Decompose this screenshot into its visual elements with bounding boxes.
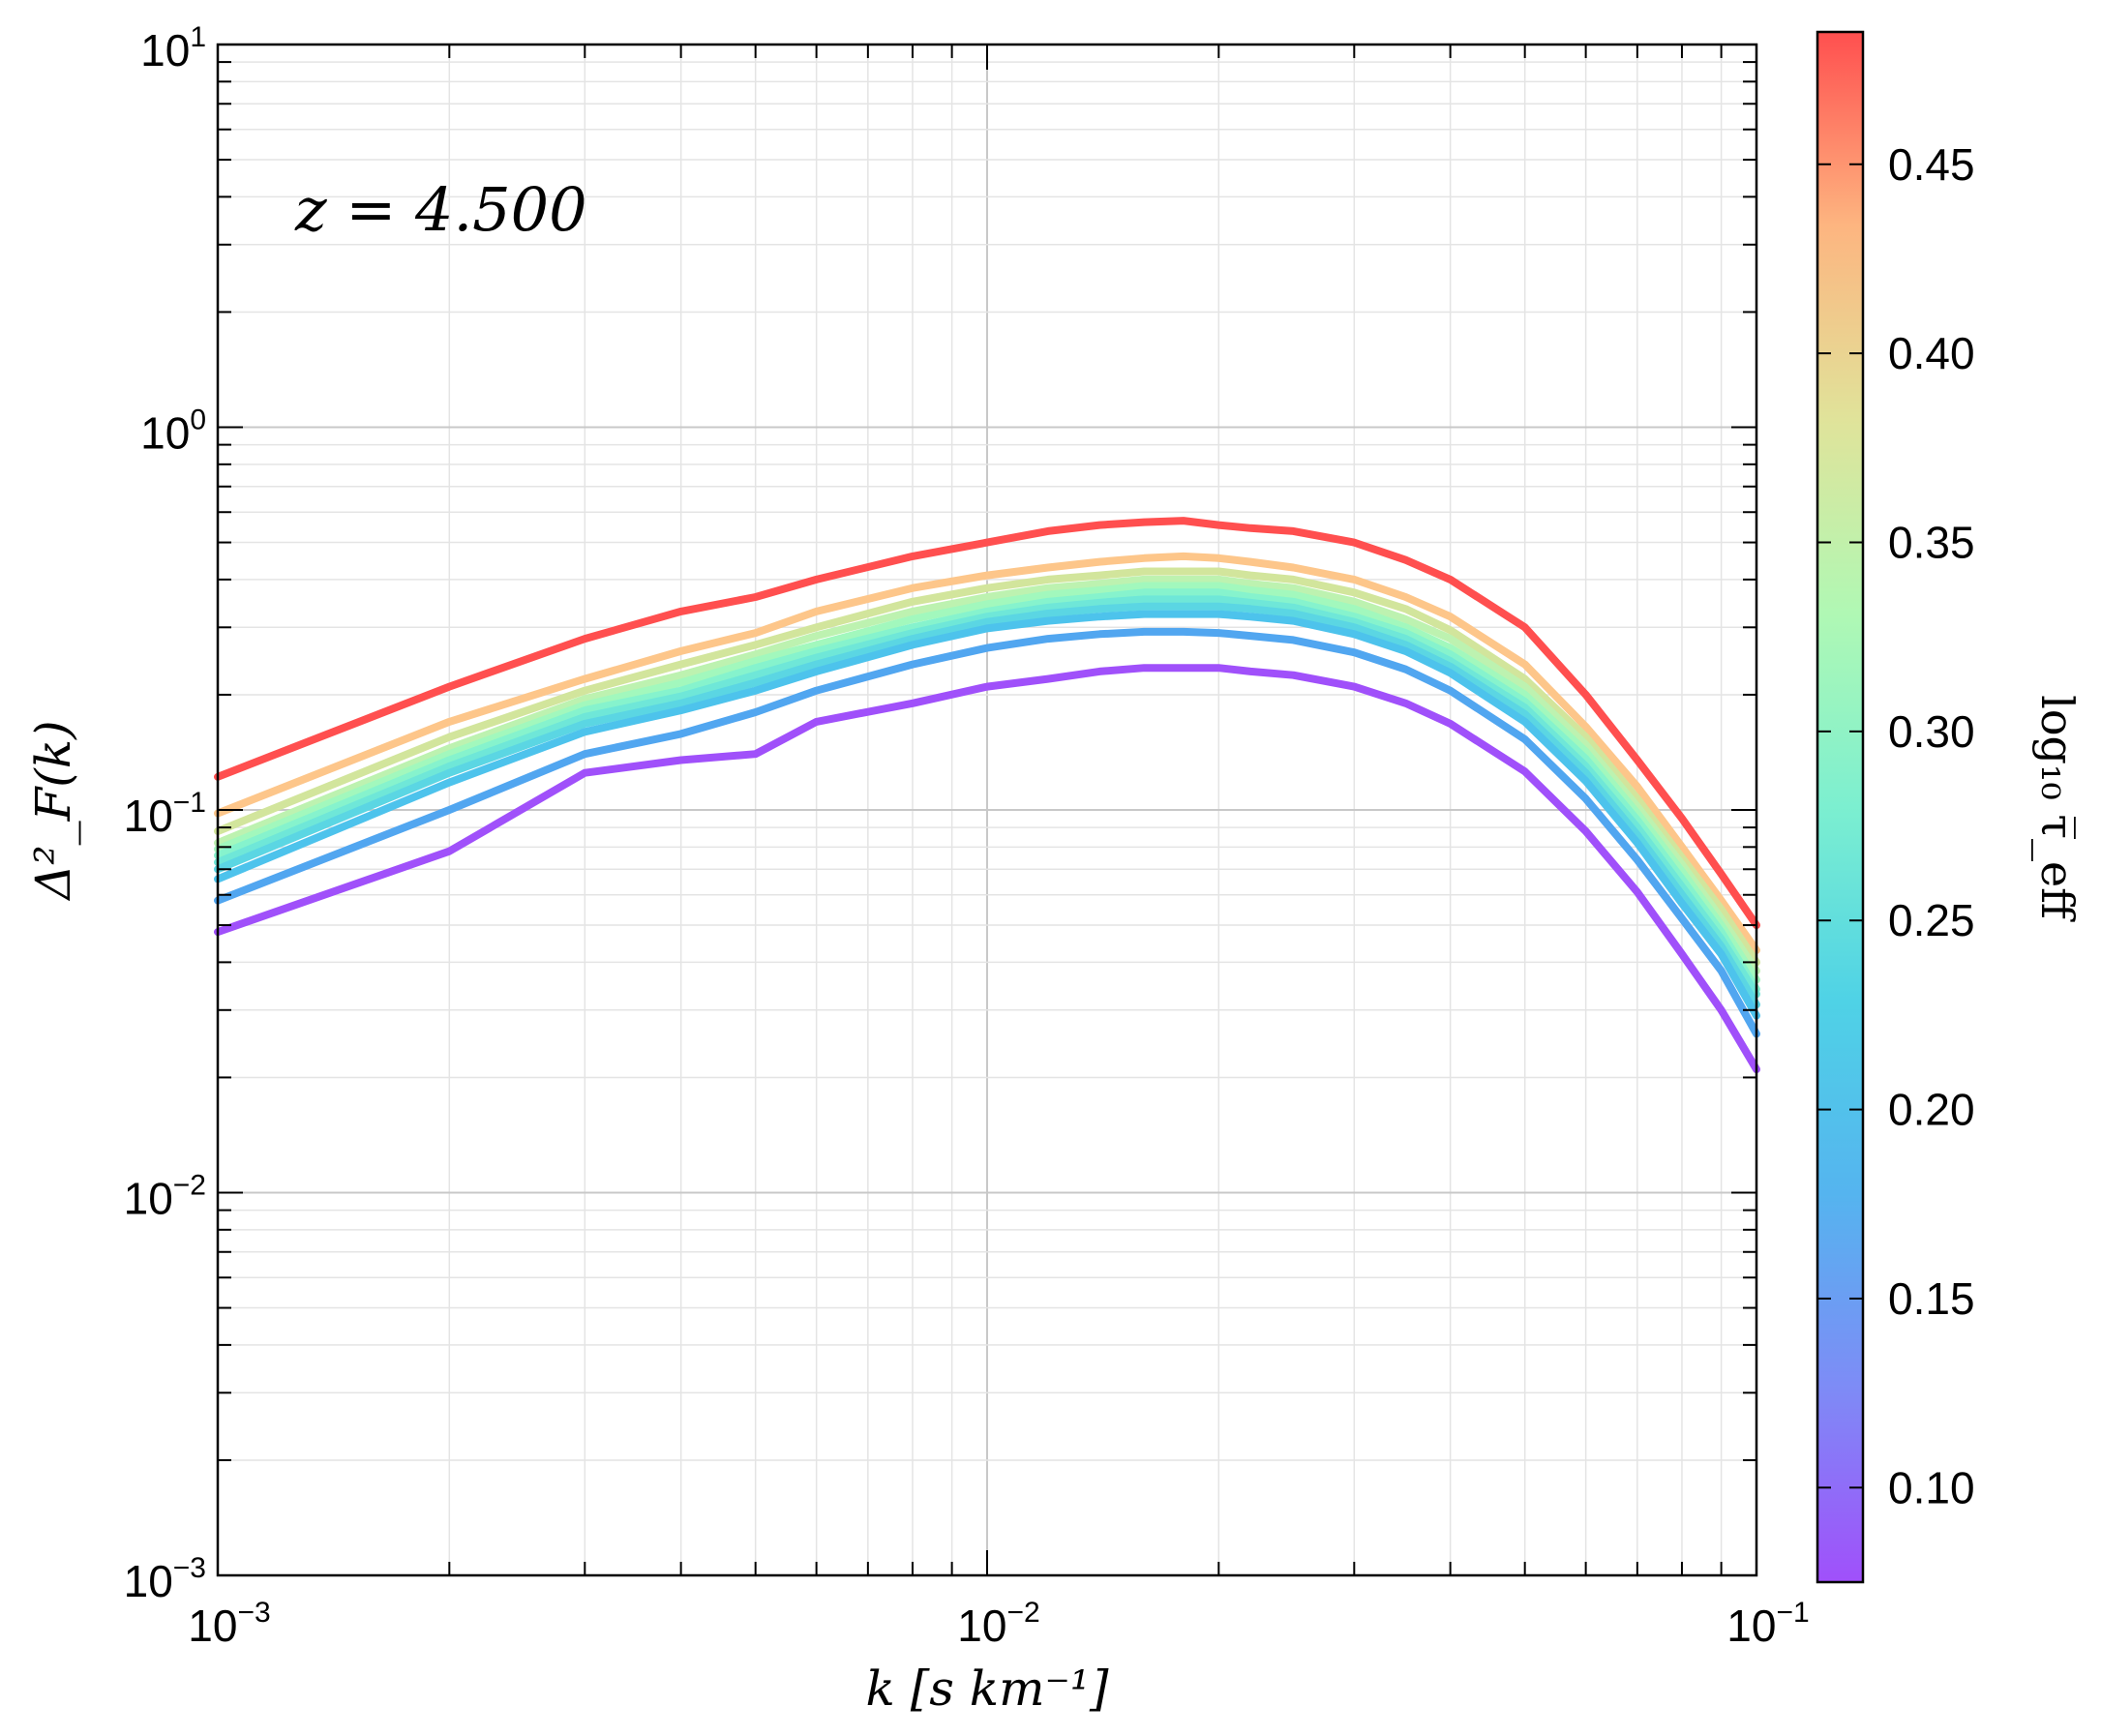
series-line — [214, 602, 1760, 1009]
data-series — [214, 517, 1760, 1074]
series-line — [214, 588, 1760, 994]
series-line — [214, 664, 1760, 1074]
colorbar-tick-label: 0.35 — [1888, 517, 1975, 567]
y-tick-label: 10−2 — [124, 1170, 206, 1224]
axis-ticks — [217, 44, 1756, 1576]
series-line — [214, 552, 1760, 954]
colorbar-tick-label: 0.45 — [1888, 139, 1975, 190]
series-line — [214, 575, 1760, 975]
colorbar-label: log₁₀ τ̅_eff — [2031, 695, 2084, 922]
x-tick-label: 10−1 — [1726, 1597, 1809, 1651]
colorbar-tick-label: 0.30 — [1888, 706, 1975, 757]
colorbar-tick-label: 0.20 — [1888, 1085, 1975, 1135]
series-line — [214, 595, 1760, 999]
colorbar — [1816, 30, 1865, 1584]
x-axis-label: k [s km⁻¹] — [866, 1661, 1109, 1717]
colorbar-tick-label: 0.15 — [1888, 1273, 1975, 1324]
series-line — [214, 582, 1760, 984]
x-tick-label: 10−2 — [957, 1597, 1039, 1651]
redshift-annotation: z = 4.500 — [294, 174, 587, 245]
colorbar-tick-label: 0.40 — [1888, 328, 1975, 378]
colorbar-tick-label: 0.25 — [1888, 895, 1975, 945]
series-line — [214, 627, 1760, 1038]
y-tick-label: 10−3 — [124, 1552, 206, 1606]
colorbar-tick-label: 0.10 — [1888, 1462, 1975, 1512]
series-line — [214, 567, 1760, 967]
axis-tick-labels: 10−3 10−2 10−1 10−3 10−2 10−1 100 101 — [124, 21, 1810, 1651]
colorbar-ticks: 0.10 0.15 0.20 0.25 0.30 0.35 0.40 0.45 — [1817, 139, 1975, 1512]
series-line — [214, 610, 1760, 1020]
y-tick-label: 100 — [140, 404, 206, 459]
y-tick-label: 10−1 — [124, 787, 206, 841]
series-line — [214, 517, 1760, 930]
x-tick-label: 10−3 — [188, 1597, 270, 1651]
y-tick-label: 101 — [140, 21, 206, 75]
y-axis-label: Δ²_F(k) — [25, 720, 81, 901]
